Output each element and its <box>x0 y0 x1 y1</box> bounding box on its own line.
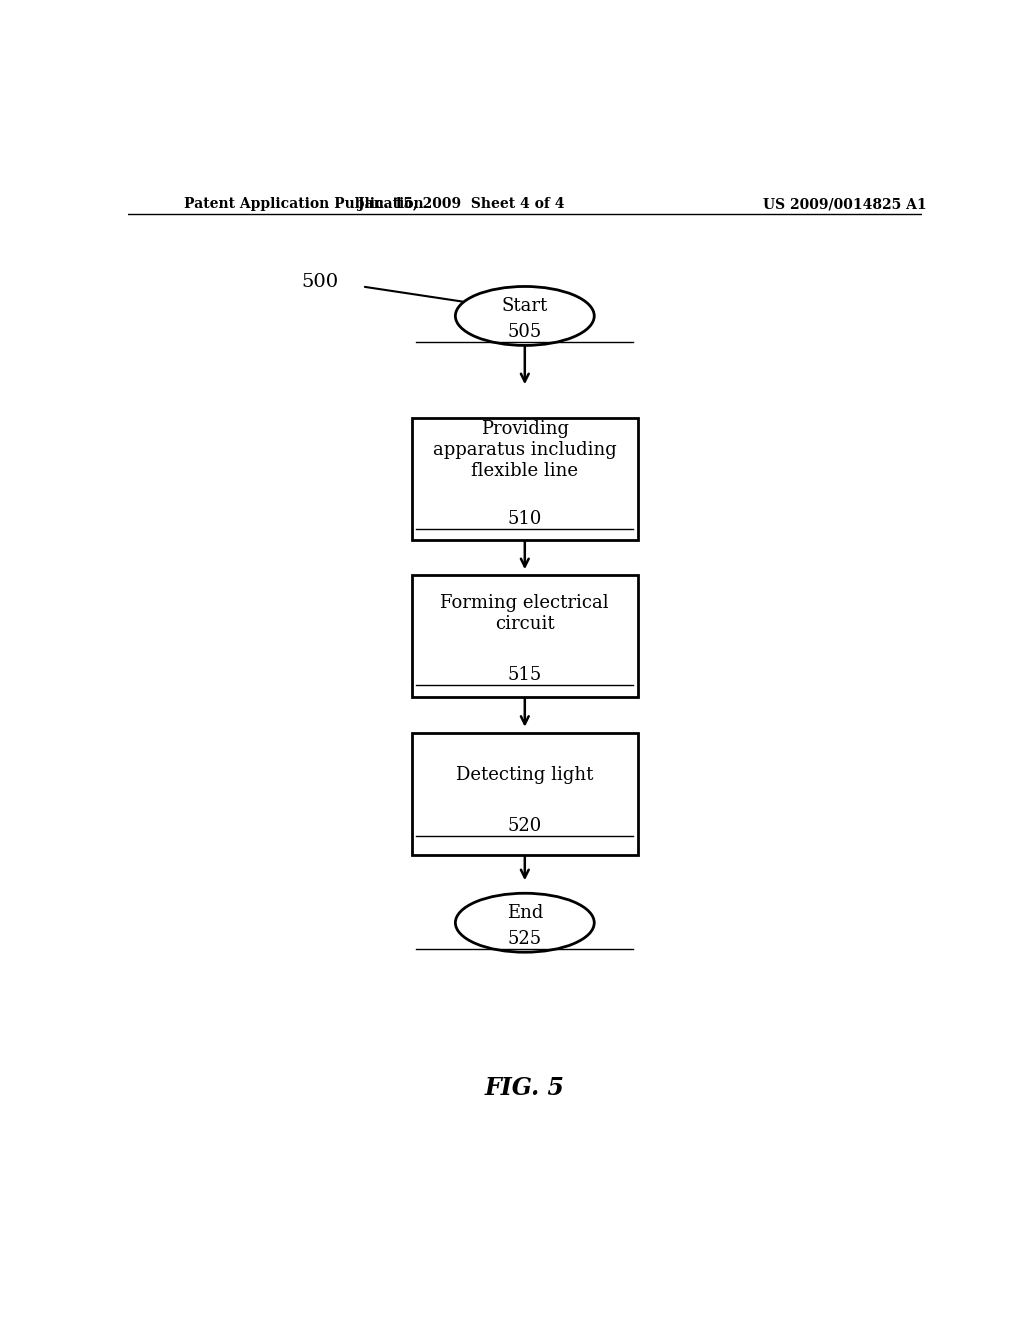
Text: 505: 505 <box>508 323 542 341</box>
Text: 510: 510 <box>508 511 542 528</box>
Text: 515: 515 <box>508 665 542 684</box>
FancyBboxPatch shape <box>412 417 638 540</box>
Text: FIG. 5: FIG. 5 <box>484 1076 565 1101</box>
Text: Providing
apparatus including
flexible line: Providing apparatus including flexible l… <box>433 420 616 480</box>
Text: 525: 525 <box>508 931 542 948</box>
Ellipse shape <box>456 894 594 952</box>
FancyBboxPatch shape <box>412 733 638 854</box>
Ellipse shape <box>456 286 594 346</box>
Text: End: End <box>507 904 543 921</box>
Text: 500: 500 <box>301 273 338 292</box>
Text: 520: 520 <box>508 817 542 836</box>
FancyBboxPatch shape <box>412 576 638 697</box>
Text: Detecting light: Detecting light <box>456 767 594 784</box>
Text: Start: Start <box>502 297 548 314</box>
Text: Patent Application Publication: Patent Application Publication <box>183 197 423 211</box>
Text: Forming electrical
circuit: Forming electrical circuit <box>440 594 609 634</box>
Text: US 2009/0014825 A1: US 2009/0014825 A1 <box>763 197 927 211</box>
Text: Jan. 15, 2009  Sheet 4 of 4: Jan. 15, 2009 Sheet 4 of 4 <box>358 197 564 211</box>
